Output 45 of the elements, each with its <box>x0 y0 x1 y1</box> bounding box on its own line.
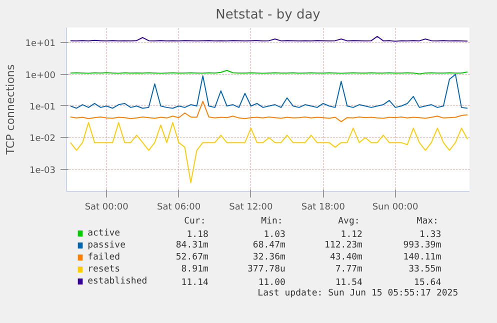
y-tick-label: 1e-03 <box>30 166 56 176</box>
text: Cur: <box>184 216 206 226</box>
chart-title: Netstat - by day <box>216 8 321 22</box>
text: Avg: <box>338 216 360 226</box>
text: Last update: Sun Jun 15 05:55:17 2025 <box>258 288 458 298</box>
legend-label: passive <box>88 240 126 250</box>
text: 112.23m <box>324 240 362 250</box>
text: 7.77m <box>335 264 362 274</box>
text: 1.18 <box>186 230 208 240</box>
text: 33.55m <box>408 264 442 274</box>
text: 1.03 <box>264 230 286 240</box>
text: 15.64 <box>414 278 442 288</box>
text: 84.31m <box>176 240 208 250</box>
y-tick-label: 1e-01 <box>30 102 56 112</box>
x-tick-label: Sat 12:00 <box>229 202 274 212</box>
text: 43.40m <box>330 252 362 262</box>
legend-label: active <box>88 228 120 238</box>
text: 377.78u <box>248 264 286 274</box>
y-tick-label: 1e-02 <box>30 134 56 144</box>
text: 1.12 <box>340 230 362 240</box>
text: 11.54 <box>335 278 362 288</box>
line-series <box>70 122 468 184</box>
line-series <box>70 74 468 109</box>
text: 1.33 <box>419 230 442 240</box>
text: Min: <box>261 216 283 226</box>
text: 52.67m <box>176 252 208 262</box>
text: Max: <box>416 216 438 226</box>
y-tick-label: 1e+01 <box>25 39 56 50</box>
text: 32.36m <box>252 252 286 262</box>
legend-label: established <box>88 276 148 286</box>
x-tick-label: Sat 18:00 <box>301 202 346 212</box>
text: 140.11m <box>403 252 442 262</box>
y-axis-title: TCP connections <box>4 64 18 156</box>
text: 11.00 <box>258 278 286 288</box>
x-tick-label: Sun 00:00 <box>372 202 419 212</box>
x-tick-label: Sat 06:00 <box>157 202 201 212</box>
text: 993.39m <box>403 240 442 250</box>
y-tick-label: 1e+00 <box>25 70 56 81</box>
text: 68.47m <box>252 240 286 250</box>
text: 11.14 <box>181 278 208 288</box>
legend-label: resets <box>88 264 120 274</box>
line-series <box>70 100 468 122</box>
x-tick-label: Sat 00:00 <box>84 202 129 212</box>
text: 8.91m <box>181 264 208 274</box>
legend-label: failed <box>88 252 120 262</box>
